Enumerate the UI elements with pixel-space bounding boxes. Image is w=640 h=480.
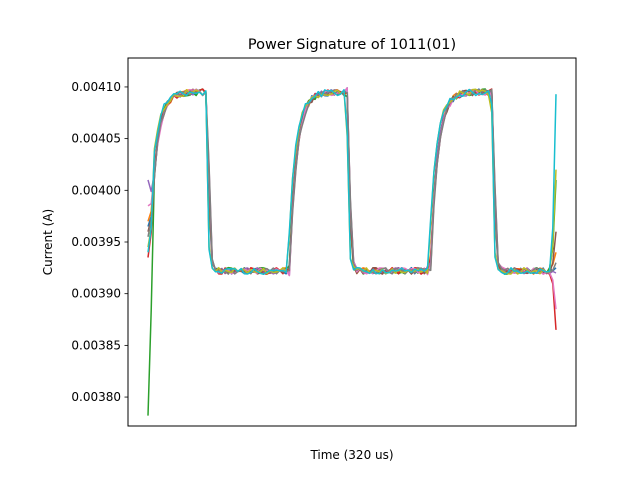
y-tick-label: 0.00405 [71,132,121,146]
y-tick-label: 0.00395 [71,235,121,249]
y-tick-label: 0.00385 [71,338,121,352]
y-tick-label: 0.00390 [71,287,121,301]
chart-title: Power Signature of 1011(01) [248,37,456,53]
y-axis: 0.00380 0.00385 0.00390 0.00395 0.00400 0.004… [71,80,128,404]
series-line [147,88,557,275]
y-axis-label: Current (A) [41,209,55,275]
y-tick-label: 0.00400 [71,183,121,197]
plot-lines [147,86,557,416]
x-axis-label: Time (320 us) [309,448,393,462]
y-tick-label: 0.00380 [71,390,121,404]
y-tick-label: 0.00410 [71,80,121,94]
